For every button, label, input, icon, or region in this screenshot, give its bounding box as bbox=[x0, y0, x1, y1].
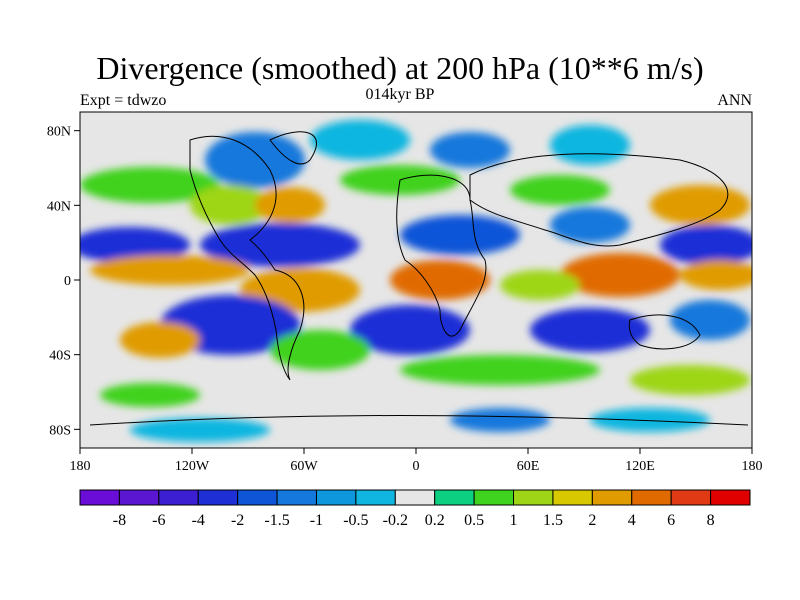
colorbar-swatch bbox=[237, 489, 278, 506]
plot-title: Divergence (smoothed) at 200 hPa (10**6 … bbox=[96, 50, 704, 86]
colorbar-label: -2 bbox=[231, 512, 244, 529]
colorbar-label: -8 bbox=[113, 512, 126, 529]
colorbar-swatch bbox=[79, 489, 120, 506]
season-label: ANN bbox=[717, 92, 752, 109]
colorbar-swatch bbox=[118, 489, 160, 506]
longitude-axis: 180 120W 60W 0 60E 120E 180 bbox=[70, 448, 763, 474]
colorbar-label: 4 bbox=[628, 512, 636, 529]
colorbar-label: 1.5 bbox=[543, 512, 563, 529]
lon-tick-label: 0 bbox=[413, 459, 420, 474]
experiment-label: Expt = tdwzo bbox=[80, 92, 167, 109]
colorbar-label: 6 bbox=[667, 512, 675, 529]
colorbar-swatch bbox=[197, 489, 239, 506]
latitude-axis: 80N 40N 0 40S 80S bbox=[47, 125, 80, 438]
colorbar-swatch bbox=[394, 489, 436, 506]
colorbar-swatch bbox=[670, 489, 712, 506]
colorbar-swatch bbox=[552, 489, 593, 506]
colorbar-swatch bbox=[513, 489, 554, 506]
lon-tick-label: 120E bbox=[625, 459, 655, 474]
colorbar-swatch bbox=[158, 489, 199, 506]
colorbar-label: -0.2 bbox=[383, 512, 408, 529]
colorbar-swatch bbox=[591, 489, 633, 506]
lon-tick-label: 60E bbox=[517, 459, 540, 474]
colorbar-swatch bbox=[434, 489, 475, 506]
lon-tick-label: 120W bbox=[175, 459, 210, 474]
lat-tick-label: 80N bbox=[47, 125, 71, 140]
colorbar-swatch bbox=[631, 489, 672, 506]
lon-tick-label: 60W bbox=[290, 459, 318, 474]
colorbar-label: 1 bbox=[510, 512, 518, 529]
colorbar-label: -1 bbox=[310, 512, 323, 529]
lon-tick-label: 180 bbox=[70, 459, 91, 474]
colorbar-label: -0.5 bbox=[343, 512, 368, 529]
lat-tick-label: 40N bbox=[47, 199, 71, 214]
colorbar-label: 0.5 bbox=[464, 512, 484, 529]
lat-tick-label: 80S bbox=[49, 423, 71, 438]
lat-tick-label: 0 bbox=[64, 274, 71, 289]
colorbar-label: -4 bbox=[192, 512, 205, 529]
time-label: 014kyr BP bbox=[365, 86, 435, 103]
coastlines bbox=[89, 131, 749, 426]
colorbar-label: -1.5 bbox=[264, 512, 289, 529]
colorbar-label: 0.2 bbox=[425, 512, 445, 529]
field-layer bbox=[80, 112, 752, 448]
colorbar-label: 8 bbox=[707, 512, 715, 529]
lon-tick-label: 180 bbox=[742, 459, 763, 474]
colorbar-swatch bbox=[355, 489, 396, 506]
lat-tick-label: 40S bbox=[49, 349, 71, 364]
colorbar-swatch bbox=[276, 489, 317, 506]
colorbar-swatch bbox=[710, 489, 751, 506]
colorbar-swatch bbox=[473, 489, 515, 506]
colorbar-label: -6 bbox=[152, 512, 165, 529]
colorbar-swatch bbox=[315, 489, 357, 506]
colorbar-label: 2 bbox=[588, 512, 596, 529]
